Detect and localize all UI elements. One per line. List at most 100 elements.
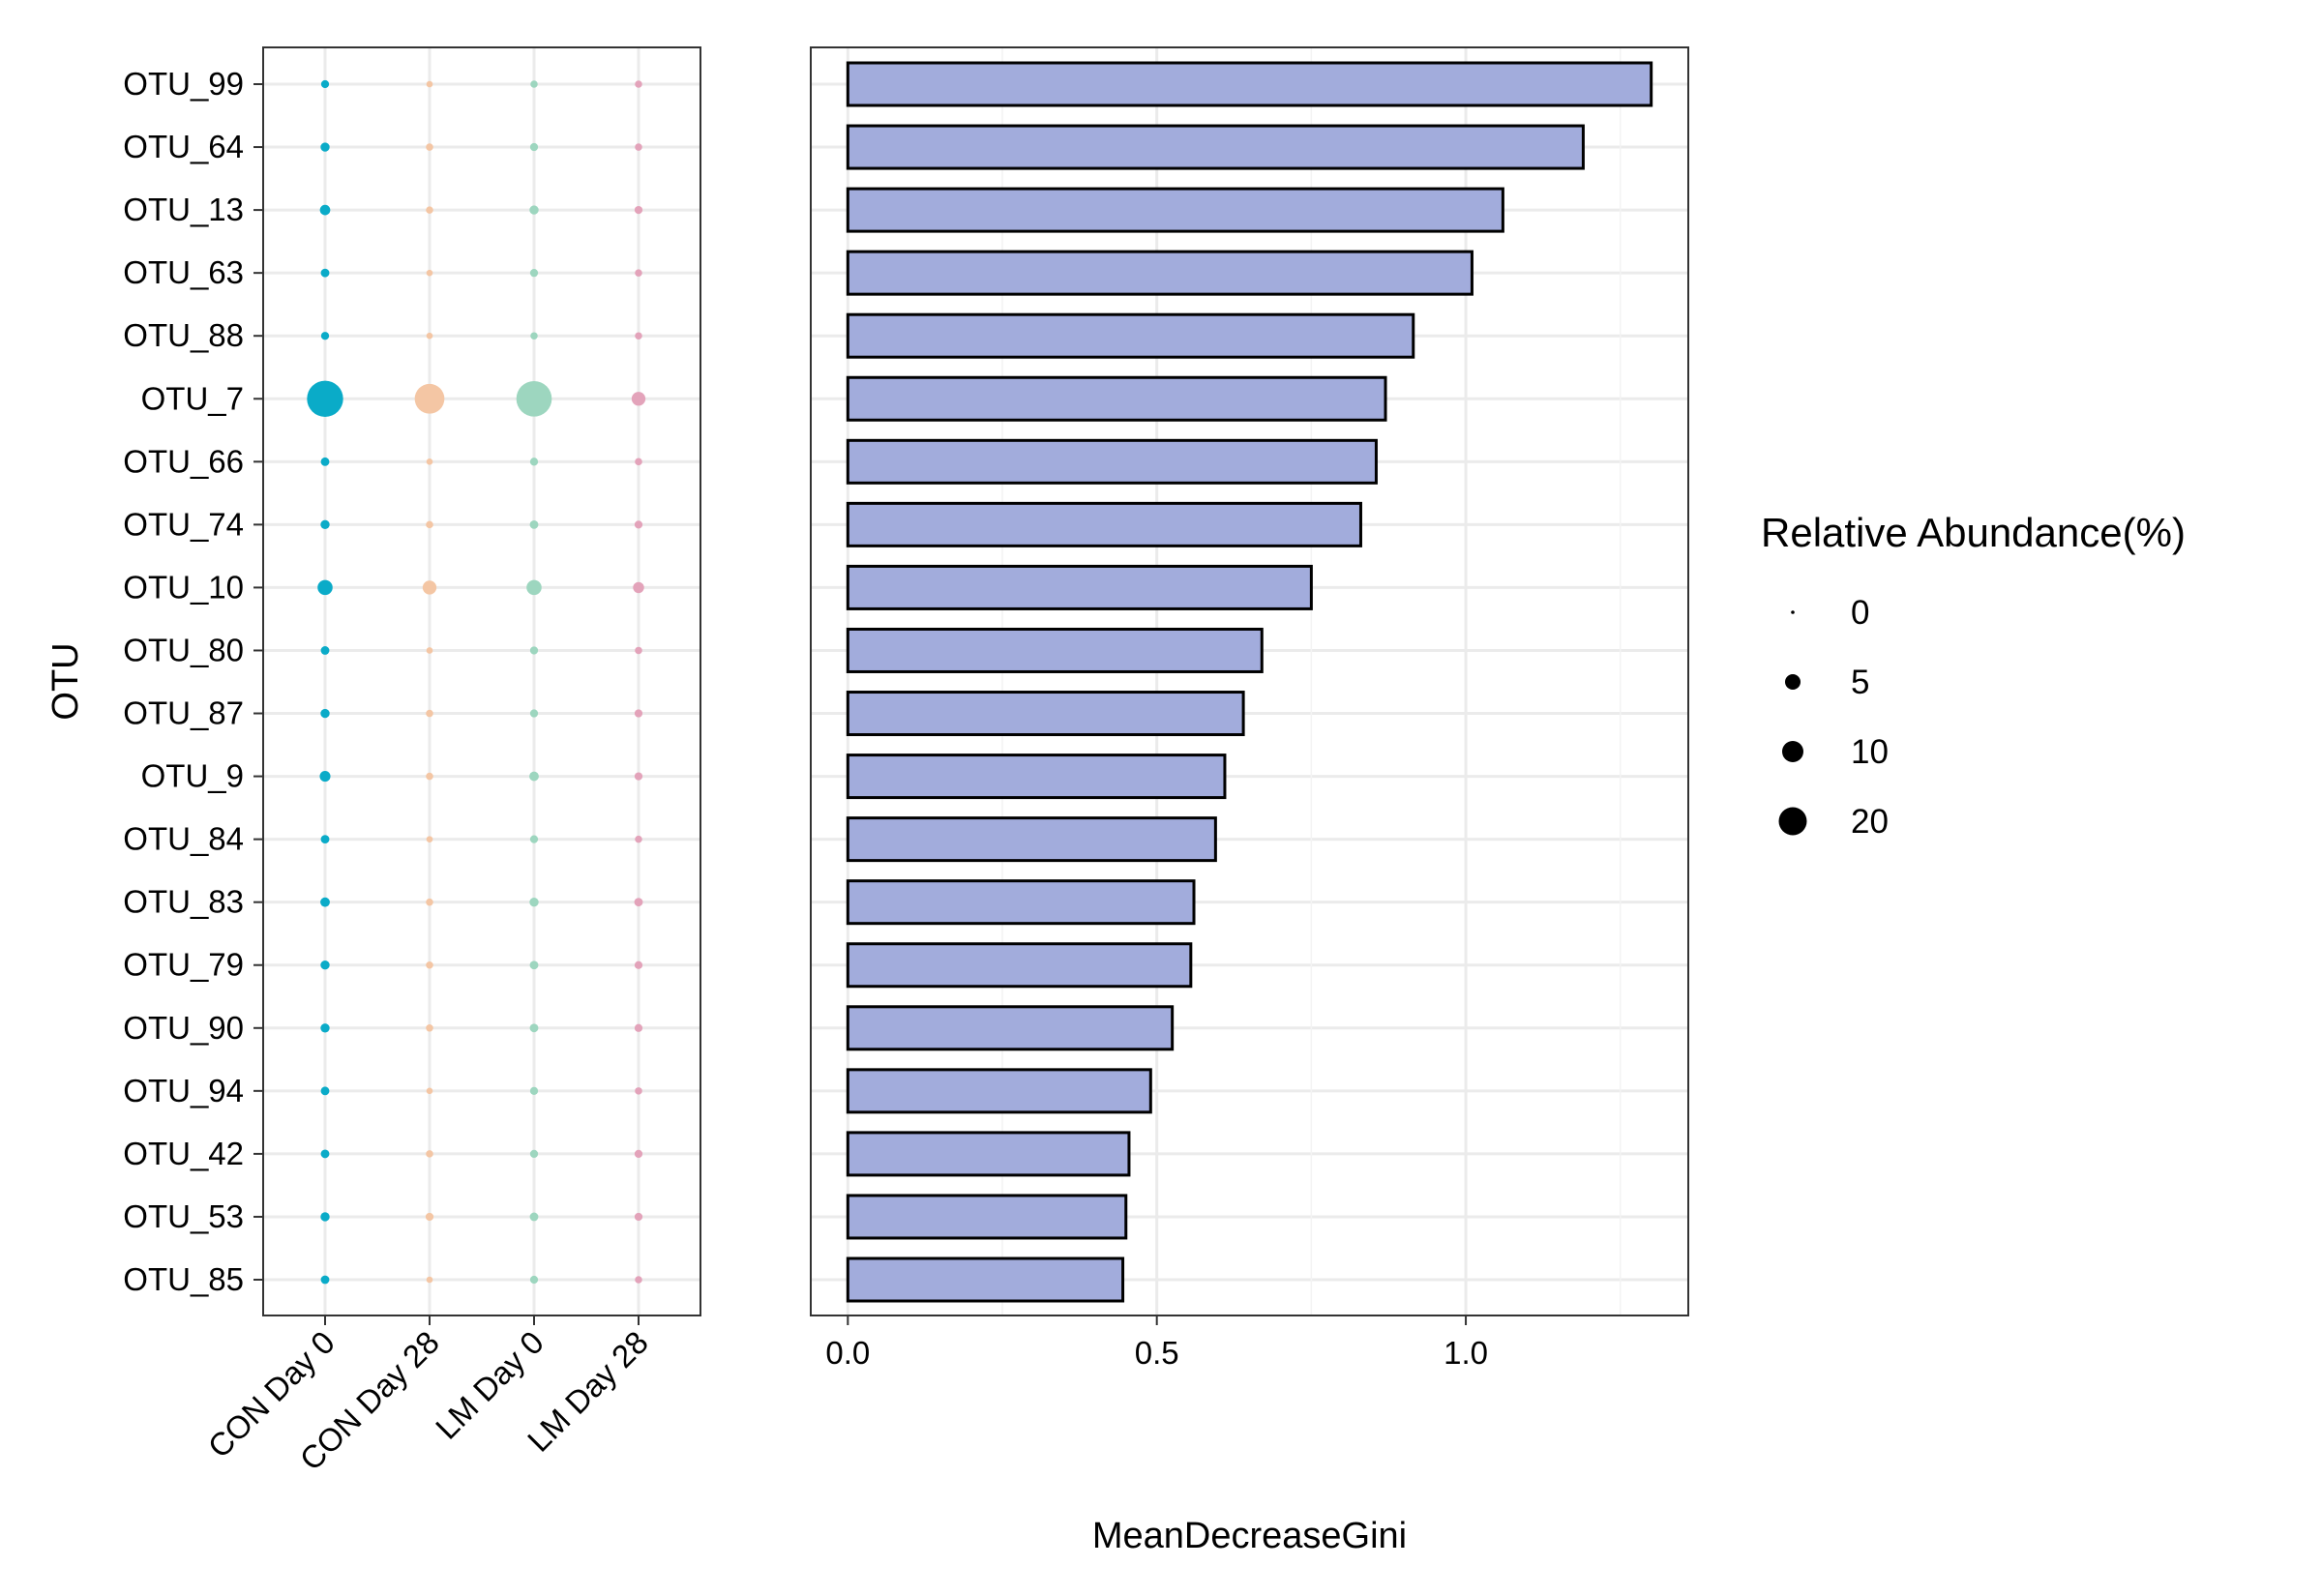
bar	[846, 879, 1196, 926]
dot-plot-y-axis-title: OTU	[45, 642, 86, 720]
dot-point	[529, 205, 539, 215]
dot-point	[320, 897, 330, 907]
dot-point	[426, 332, 433, 340]
legend-key-dot	[1782, 741, 1803, 762]
dot-plot-y-ticks: OTU_99 OTU_64 OTU_13 OTU_63 OTU_88 OTU_7 OTU_6…	[123, 66, 263, 1297]
dot-point	[631, 392, 646, 406]
dot-point	[320, 79, 330, 89]
y-tick-label: OTU_85	[123, 1261, 244, 1297]
bar	[846, 250, 1474, 296]
dot-point	[529, 1086, 539, 1095]
dot-point	[319, 204, 331, 216]
bar	[846, 438, 1378, 485]
bar	[846, 501, 1362, 547]
dot-point	[634, 520, 643, 529]
y-tick-label: OTU_79	[123, 947, 244, 983]
dot-point	[635, 143, 642, 151]
y-tick-label: OTU_99	[123, 66, 244, 102]
y-tick-label: OTU_63	[123, 254, 244, 290]
dot-point	[426, 772, 433, 781]
dot-point	[425, 1212, 434, 1222]
dot-point	[633, 581, 644, 594]
dot-point	[529, 1212, 539, 1222]
dot-point	[320, 835, 330, 844]
bar	[846, 564, 1313, 610]
dot-point	[526, 579, 542, 596]
dot-plot-points	[307, 79, 646, 1285]
dot-point	[414, 383, 445, 414]
y-tick-label: OTU_13	[123, 192, 244, 227]
bar	[846, 1131, 1131, 1177]
dot-point	[307, 380, 343, 417]
dot-point	[426, 709, 433, 718]
dot-point	[635, 458, 642, 466]
dot-point	[422, 580, 437, 595]
dot-point	[426, 80, 433, 88]
legend-title: Relative Abundance(%)	[1761, 510, 2186, 555]
dot-point	[634, 1149, 643, 1159]
dot-point	[320, 268, 330, 278]
y-tick-label: OTU_90	[123, 1010, 244, 1046]
dot-point	[529, 897, 539, 907]
dot-point	[635, 80, 642, 88]
x-tick-label: 0.5	[1135, 1335, 1179, 1371]
dot-point	[426, 898, 433, 906]
dot-point	[529, 269, 539, 278]
dot-point	[426, 143, 433, 151]
bar-chart-panel: 0.0 0.5 1.0 MeanDecreaseGini	[810, 46, 1689, 1556]
dot-point	[426, 1087, 433, 1095]
dot-point	[320, 332, 330, 340]
dot-point	[320, 142, 330, 152]
dot-point	[635, 332, 642, 340]
y-tick-label: OTU_42	[123, 1136, 244, 1171]
bar	[846, 942, 1193, 989]
bar-chart-x-axis-title: MeanDecreaseGini	[1092, 1516, 1407, 1556]
dot-point	[529, 1023, 539, 1033]
bar	[846, 691, 1245, 737]
dot-point	[529, 1275, 539, 1285]
legend-key-dot	[1791, 610, 1795, 614]
dot-point	[530, 332, 538, 340]
dot-point	[634, 709, 643, 718]
dot-point	[426, 520, 433, 529]
y-tick-label: OTU_88	[123, 317, 244, 353]
dot-point	[320, 646, 330, 655]
legend-key-label: 10	[1851, 733, 1889, 771]
dot-point	[529, 142, 539, 152]
dot-point	[426, 647, 433, 654]
dot-point	[529, 961, 539, 970]
bar	[846, 124, 1585, 170]
legend-key-label: 20	[1851, 803, 1889, 841]
dot-point	[529, 519, 539, 529]
x-tick-label: 1.0	[1444, 1335, 1488, 1371]
bar	[846, 375, 1387, 422]
legend-key-dot	[1778, 807, 1807, 836]
dot-point	[320, 1023, 330, 1033]
dot-plot-panel: OTU_99 OTU_64 OTU_13 OTU_63 OTU_88 OTU_7 OTU_6…	[45, 46, 701, 1477]
bar-chart-background	[811, 47, 1688, 1315]
legend-key-label: 5	[1851, 664, 1869, 701]
legend-key-dot	[1785, 674, 1801, 690]
y-tick-label: OTU_10	[123, 569, 244, 605]
y-tick-label: OTU_94	[123, 1073, 244, 1108]
dot-point	[635, 646, 642, 655]
y-tick-label: OTU_74	[123, 506, 244, 542]
y-tick-label: OTU_83	[123, 884, 244, 920]
bar	[846, 816, 1217, 863]
dot-point	[426, 1150, 433, 1158]
dot-point	[634, 205, 643, 215]
dot-plot-background	[263, 47, 700, 1315]
bar	[846, 1194, 1128, 1240]
y-tick-label: OTU_87	[123, 695, 244, 731]
bar-chart-border	[810, 46, 1689, 1316]
dot-point	[426, 961, 433, 969]
dot-point	[634, 1023, 643, 1032]
y-tick-label: OTU_9	[141, 758, 244, 794]
dot-point	[635, 835, 642, 843]
size-legend: Relative Abundance(%) 0 5 10 20	[1761, 510, 2186, 841]
dot-point	[320, 708, 330, 719]
y-tick-label: OTU_53	[123, 1198, 244, 1234]
dot-point	[317, 579, 333, 596]
